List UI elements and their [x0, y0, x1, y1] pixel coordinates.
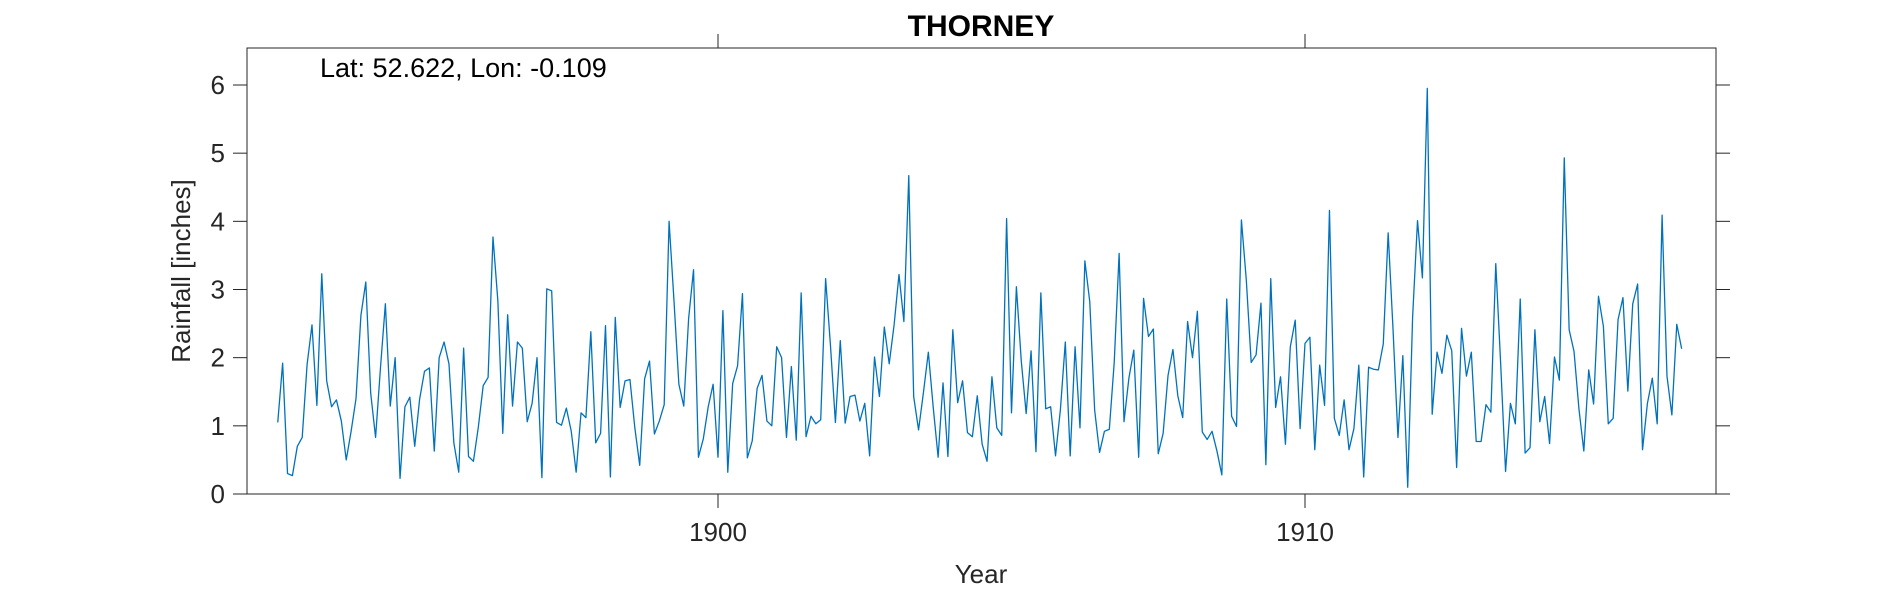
y-tick-label: 3 [211, 275, 225, 305]
y-tick-label: 1 [211, 411, 225, 441]
y-tick-label: 5 [211, 138, 225, 168]
chart-title: THORNEY [908, 10, 1055, 43]
x-ticks: 1900 1910 [689, 34, 1334, 547]
y-axis-label: Rainfall [inches] [166, 179, 196, 363]
x-tick-label: 1910 [1276, 517, 1334, 547]
location-annotation: Lat: 52.622, Lon: -0.109 [320, 53, 607, 83]
y-ticks: 0 1 2 3 4 5 6 [211, 70, 1730, 509]
y-tick-label: 0 [211, 479, 225, 509]
y-tick-label: 6 [211, 70, 225, 100]
x-tick-label: 1900 [689, 517, 747, 547]
series-line-rainfall [277, 87, 1683, 488]
y-tick-label: 2 [211, 343, 225, 373]
x-axis-label: Year [955, 559, 1008, 589]
y-tick-label: 4 [211, 206, 225, 236]
